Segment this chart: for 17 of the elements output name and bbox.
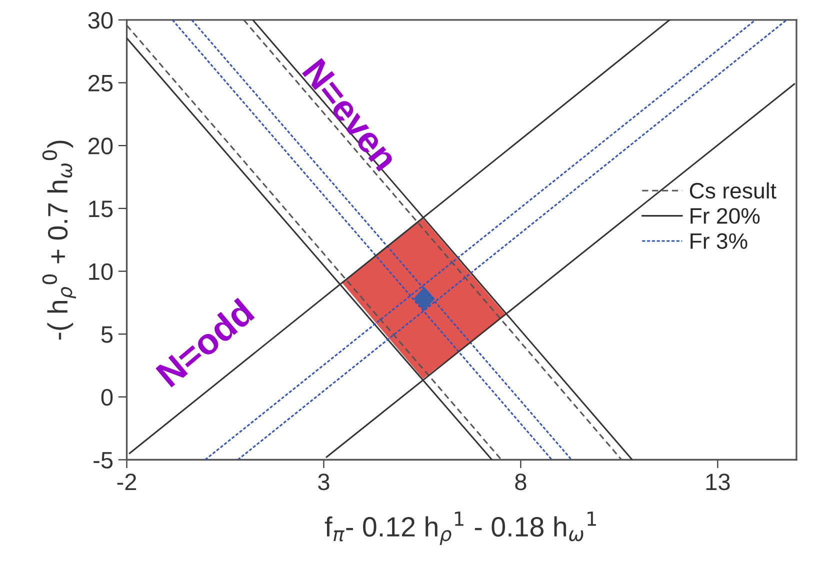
y-axis-title: -( h$_{ρ}$$^{0}$ + 0.7 h$_{ω}$$^{0}$) bbox=[42, 140, 76, 340]
x-tick-label: 3 bbox=[318, 474, 330, 490]
y-tick-label: 20 bbox=[88, 138, 113, 154]
x-tick-label: -2 bbox=[117, 474, 136, 490]
y-tick-label: 10 bbox=[89, 263, 113, 280]
y-tick-label: 5 bbox=[101, 326, 113, 343]
legend-label: Fr 20% bbox=[690, 208, 760, 224]
legend-label: Cs result bbox=[690, 182, 776, 199]
y-tick-label: 25 bbox=[88, 74, 113, 92]
y-tick-label: 0 bbox=[101, 388, 113, 406]
x-tick-label: 8 bbox=[515, 474, 526, 490]
x-axis-title: f$_{π}$- 0.12 h$_{ρ}$$^{1}$ - 0.18 h$_{ω}$$^{1}$ bbox=[324, 512, 596, 546]
y-tick-label: 15 bbox=[89, 200, 113, 218]
x-tick-label: 13 bbox=[706, 474, 730, 490]
y-tick-label: -5 bbox=[94, 452, 113, 469]
legend-label: Fr 3% bbox=[690, 233, 748, 249]
y-tick-label: 30 bbox=[88, 12, 113, 29]
